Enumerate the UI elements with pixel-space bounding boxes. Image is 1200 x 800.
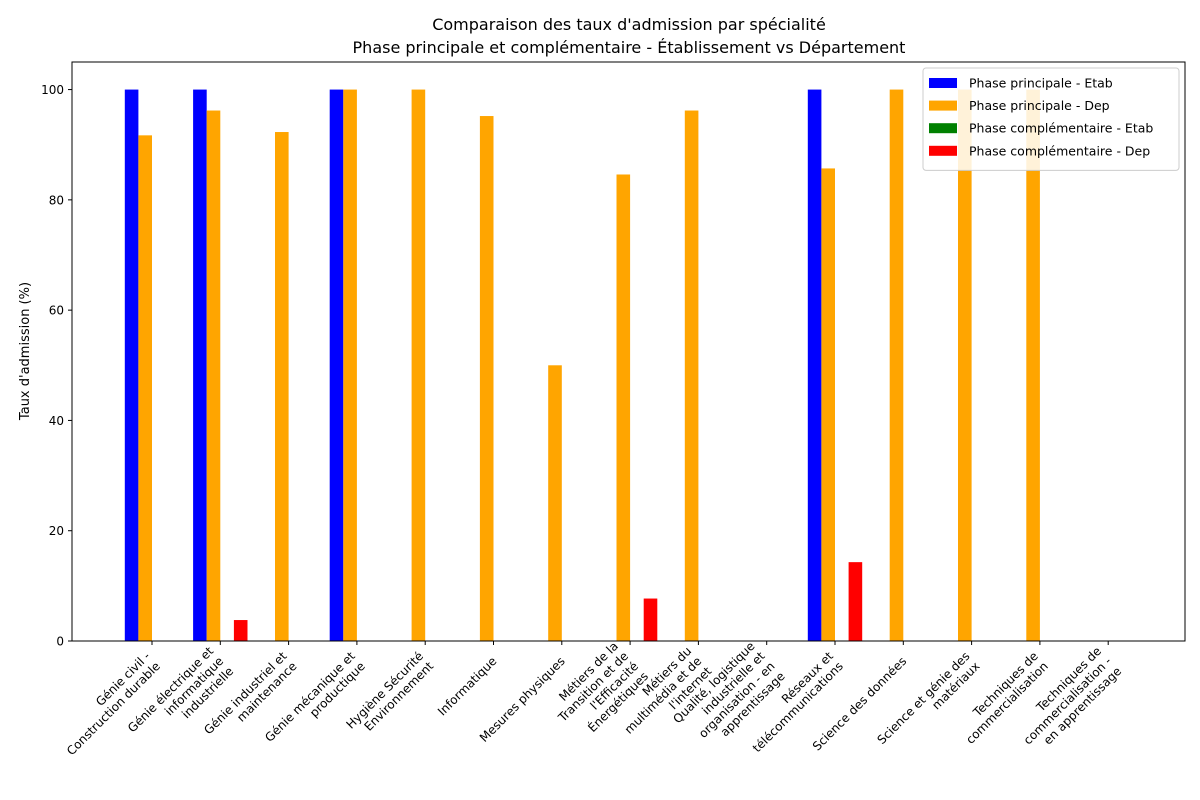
- bar-s1-c12: [958, 89, 972, 641]
- y-axis-label: Taux d'admission (%): [18, 282, 33, 421]
- bar-s1-c5: [479, 116, 494, 642]
- y-tick-label: 20: [49, 524, 64, 538]
- bar-s0-c0: [124, 89, 139, 641]
- y-tick-label: 100: [41, 83, 64, 97]
- legend: Phase principale - Etab Phase principale …: [922, 67, 1180, 171]
- chart-title-line-1: Comparaison des taux d'admission par spé…: [432, 15, 826, 34]
- bar-s0-c10: [807, 89, 822, 641]
- chart-title: Comparaison des taux d'admission par spé…: [353, 15, 906, 57]
- legend-swatch-0: [929, 78, 957, 88]
- bar-s0-c3: [329, 89, 344, 641]
- bars-group: [124, 89, 1040, 642]
- y-tick-label: 0: [56, 635, 64, 649]
- y-tick-label: 80: [49, 193, 64, 207]
- y-axis: 0 20 40 60 80 100: [41, 83, 72, 649]
- legend-label-1: Phase principale - Dep: [969, 98, 1110, 113]
- bar-s1-c1: [206, 110, 221, 641]
- bar-s1-c10: [821, 168, 835, 641]
- bar-s1-c13: [1026, 89, 1040, 641]
- bar-s1-c8: [684, 110, 699, 641]
- bar-s1-c6: [548, 365, 562, 641]
- legend-swatch-1: [929, 100, 957, 111]
- legend-swatch-2: [929, 123, 957, 134]
- plot-area-frame: [71, 61, 1186, 642]
- y-tick-label: 60: [49, 304, 64, 318]
- chart-title-line-2: Phase principale et complémentaire - Éta…: [353, 38, 906, 57]
- y-tick-label: 40: [49, 414, 64, 428]
- legend-swatch-3: [929, 145, 957, 156]
- bar-s1-c7: [616, 174, 631, 642]
- bar-s1-c4: [411, 89, 426, 641]
- bar-s1-c2: [275, 132, 289, 641]
- bar-s3-c7: [643, 598, 658, 641]
- bar-s0-c1: [193, 89, 207, 641]
- bar-s1-c3: [343, 89, 357, 641]
- legend-label-0: Phase principale - Etab: [969, 76, 1113, 91]
- bar-s1-c0: [138, 135, 152, 641]
- bar-s1-c11: [889, 89, 904, 641]
- legend-label-2: Phase complémentaire - Etab: [969, 121, 1153, 136]
- bar-s3-c1: [233, 620, 248, 641]
- legend-box: [922, 67, 1180, 171]
- legend-label-3: Phase complémentaire - Dep: [969, 143, 1150, 158]
- bar-s3-c10: [848, 562, 863, 641]
